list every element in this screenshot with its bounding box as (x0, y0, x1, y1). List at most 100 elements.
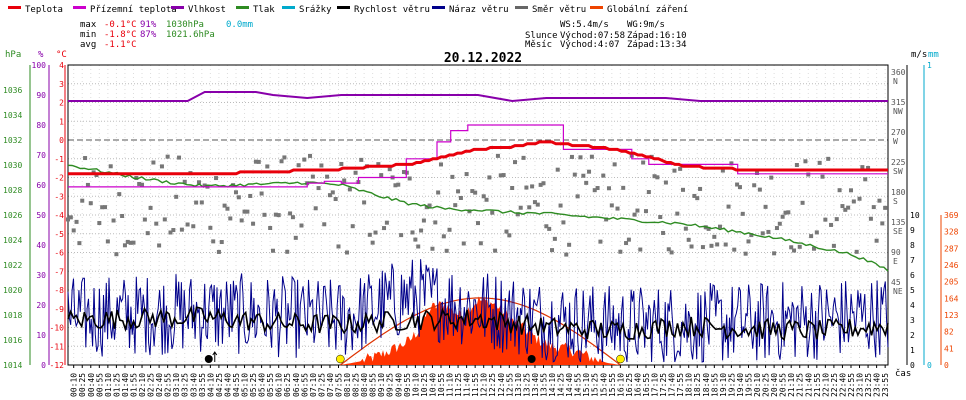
wind-dir-point (182, 179, 187, 184)
wind-dir-point (723, 242, 728, 247)
wind-dir-point (276, 213, 281, 218)
x-tick-label: 19:40 (736, 373, 745, 397)
wind-dir-point (817, 160, 822, 165)
wind-dir-point (538, 182, 543, 187)
wind-dir-point (797, 244, 802, 249)
wind-dir-point (837, 188, 842, 193)
wind-dir-point (831, 243, 836, 248)
x-tick-label: 14:25 (557, 373, 566, 397)
x-tick-label: 04:55 (232, 373, 241, 397)
x-tick-label: 21:25 (796, 373, 805, 397)
pressure-tick: 1020 (3, 286, 22, 295)
wind-dir-point (248, 193, 253, 198)
wind-dir-point (131, 240, 136, 245)
wind-dir-point (470, 189, 475, 194)
wind-dir-point (663, 180, 668, 185)
wind-dir-point (262, 212, 267, 217)
pressure-tick: 1036 (3, 86, 22, 95)
wind-dir-point (854, 249, 859, 254)
wind-dir-point (288, 211, 293, 216)
wind-dir-point (874, 238, 879, 243)
info-moon-label: Měsíc (525, 40, 552, 50)
x-tick-label: 08:55 (369, 373, 378, 397)
stat-min-temp: -1.8°C (104, 30, 137, 40)
wind-dir-point (589, 154, 594, 159)
sunrise-marker (336, 354, 345, 364)
x-tick-label: 03:25 (181, 373, 190, 397)
wind-dir-point (111, 218, 116, 223)
legend-label-0: Teplota (25, 5, 63, 15)
x-tick-label: 22:10 (821, 373, 830, 397)
wind-dir-point (592, 188, 597, 193)
wind-dir-point (715, 242, 720, 247)
wind-speed-tick: 8 (910, 241, 915, 250)
temperature-tick: 1 (59, 117, 64, 126)
wind-dir-point (279, 159, 284, 164)
wind-dir-point (436, 190, 441, 195)
wind-dir-point (441, 234, 446, 239)
temperature-tick: -4 (54, 211, 64, 220)
wind-dir-point (461, 241, 466, 246)
wind-dir-point (700, 245, 705, 250)
wind-dir-point (857, 196, 862, 201)
radiation-tick: 246 (944, 261, 959, 270)
radiation-tick: 328 (944, 228, 959, 237)
wind-dir-tick: 270 (891, 128, 906, 137)
wind-dir-point (239, 218, 244, 223)
wind-dir-point (453, 203, 458, 208)
temperature-tick: -11 (50, 342, 65, 351)
wind-dir-point (327, 193, 332, 198)
x-axis-ticks: 00:10 00:25 00:40 00:55 01:10 01:25 01:40 01:55… (70, 365, 890, 397)
temperature-tick: 3 (59, 80, 64, 89)
stat-max-hum: 91% (140, 20, 157, 30)
x-tick-label: 06:40 (292, 373, 301, 397)
x-tick-label: 07:40 (326, 373, 335, 397)
wind-speed-tick: 4 (910, 301, 915, 310)
wind-dir-point (177, 155, 182, 160)
x-tick-label: 12:25 (488, 373, 497, 397)
chart-title: 20.12.2022 (444, 51, 522, 66)
moonrise-marker (204, 355, 213, 363)
pressure-tick: 1016 (3, 336, 22, 345)
wind-dir-point (456, 189, 461, 194)
x-tick-label: 20:55 (779, 373, 788, 397)
wind-dir-point (720, 168, 725, 173)
wind-dir-point (809, 234, 814, 239)
plot-area (66, 91, 889, 366)
wind-dir-point (587, 169, 592, 174)
wind-dir-point (826, 156, 831, 161)
humidity-tick: 40 (36, 241, 46, 250)
humidity-tick: 20 (36, 301, 46, 310)
wind-speed-tick: 1 (910, 346, 915, 355)
wind-dir-point (199, 200, 204, 205)
wind-speed-tick: 6 (910, 271, 915, 280)
wind-dir-point (757, 187, 762, 192)
wind-dir-point (544, 224, 549, 229)
humidity-unit: % (38, 50, 44, 60)
wind-dir-point (83, 156, 88, 161)
humidity-tick: 30 (36, 271, 46, 280)
x-tick-label: 01:25 (112, 373, 121, 397)
wind-dir-point (524, 185, 529, 190)
legend: Teplota Přízemní teplota Vlhkost Tlak Srážky… (8, 5, 688, 15)
info-sun-set: Západ:16:10 (627, 31, 687, 41)
wind-dir-point (626, 237, 631, 242)
wind-dir-point (598, 239, 603, 244)
wind-dir-point (635, 208, 640, 213)
wind-dir-point (108, 164, 113, 169)
wind-dir-point (476, 221, 480, 226)
stat-max-label: max (80, 20, 97, 30)
wind-dir-point (433, 220, 438, 225)
wind-dir-point (737, 185, 742, 190)
x-tick-label: 02:10 (138, 373, 147, 397)
wind-dir-point (481, 194, 486, 199)
wind-dir-point (137, 181, 142, 186)
x-tick-label: 06:55 (300, 373, 309, 397)
wind-dir-point (732, 247, 737, 252)
wind-dir-point (458, 195, 463, 200)
temperature-tick: -12 (50, 361, 65, 370)
x-tick-label: 16:55 (642, 373, 651, 397)
wind-dir-point (655, 175, 660, 180)
wind-dir-point (120, 213, 125, 218)
